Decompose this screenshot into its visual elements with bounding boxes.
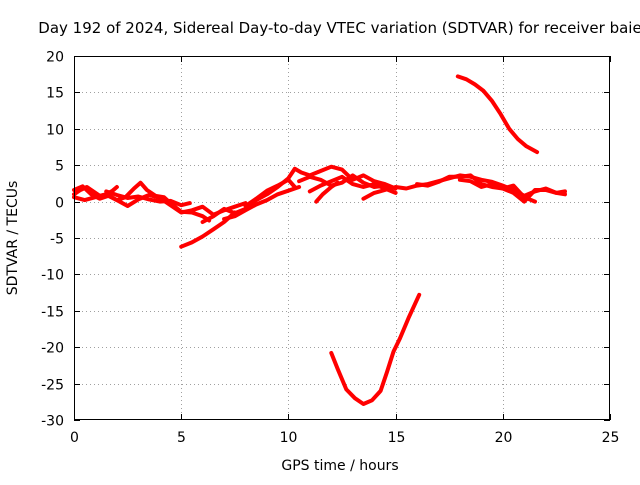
- y-tick-label: 0: [55, 196, 64, 212]
- y-tick-label: -20: [41, 341, 64, 357]
- y-tick-label: 20: [46, 50, 64, 66]
- series-line-arc-7: [222, 185, 302, 222]
- y-tick-label: -25: [41, 378, 64, 394]
- series-line-arc-16: [455, 74, 540, 155]
- y-tick-label: 10: [46, 123, 64, 139]
- x-tick-label: 10: [280, 430, 298, 446]
- x-axis-label: GPS time / hours: [281, 458, 398, 474]
- axis-ticks: 0 5 10 15 20 25 -30 -25 -20 -15 -10 -5 0 5 10 15 20: [41, 50, 619, 447]
- y-tick-label: 15: [46, 86, 64, 102]
- x-tick-label: 5: [177, 430, 186, 446]
- series-line-arc-15: [457, 177, 567, 204]
- x-tick-label: 0: [70, 430, 79, 446]
- x-tick-label: 25: [602, 430, 620, 446]
- series-line-arc-17: [329, 292, 422, 406]
- series-line-arc-12: [314, 180, 340, 204]
- y-axis-label: SDTVAR / TECUs: [5, 181, 21, 296]
- y-tick-label: -15: [41, 305, 64, 321]
- chart-title: Day 192 of 2024, Sidereal Day-to-day VTE…: [38, 19, 640, 37]
- series-line-arc-6: [200, 166, 297, 224]
- y-tick-label: -30: [41, 414, 64, 430]
- grid-lines: [74, 56, 610, 420]
- y-tick-label: -10: [41, 268, 64, 284]
- y-tick-label: 5: [55, 159, 64, 175]
- series-line-arc-4: [104, 189, 192, 208]
- y-tick-label: -5: [50, 232, 64, 248]
- x-tick-label: 20: [495, 430, 513, 446]
- series-line-arc-14: [415, 173, 537, 204]
- series-line-arc-8: [243, 177, 297, 208]
- series-line-arc-11: [307, 174, 398, 195]
- x-tick-label: 15: [388, 430, 406, 446]
- series-layer: [72, 74, 567, 406]
- series-line-arc-9: [292, 164, 398, 191]
